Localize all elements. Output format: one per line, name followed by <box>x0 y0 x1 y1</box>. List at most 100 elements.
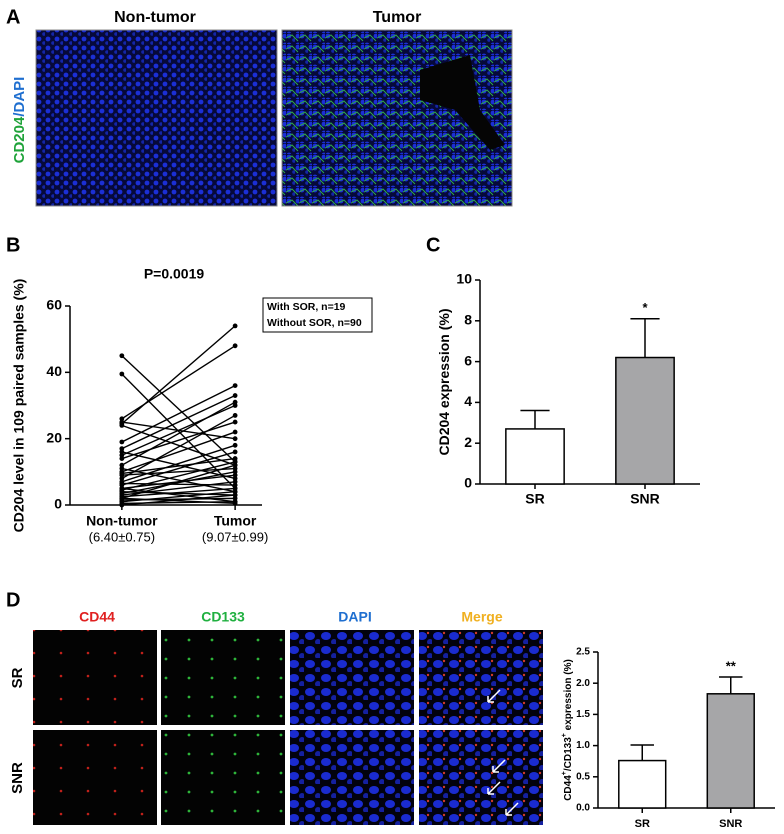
point <box>232 383 238 388</box>
y-label-part: + <box>561 771 568 775</box>
significance: * <box>642 300 648 315</box>
y-tick-label: 1.0 <box>576 740 590 751</box>
y-tick-label: 2 <box>464 434 472 450</box>
point <box>232 456 238 461</box>
bar <box>706 693 755 809</box>
point <box>232 343 238 349</box>
y-tick-label: 20 <box>46 429 62 445</box>
channel-title: CD44 <box>79 609 115 625</box>
pair-line <box>121 451 236 480</box>
point <box>232 495 238 501</box>
pair-line <box>121 431 236 473</box>
point <box>119 482 125 488</box>
y-tick-label: 2.5 <box>576 647 590 658</box>
pair-line <box>121 491 236 503</box>
channel-title: Merge <box>461 609 502 625</box>
y-tick-label: 10 <box>456 271 472 287</box>
point <box>232 469 238 475</box>
stain-part: CD204 <box>11 116 28 163</box>
column-title: Non-tumor <box>114 9 196 26</box>
point <box>119 439 125 445</box>
point <box>232 459 238 465</box>
pair-line <box>121 467 236 476</box>
pair-line <box>121 482 236 486</box>
y-tick-label: 0.0 <box>576 803 590 814</box>
point <box>232 486 238 491</box>
point <box>232 393 238 398</box>
y-label-part: CD204 expression (%) <box>436 308 452 455</box>
point <box>232 403 238 408</box>
point <box>232 479 238 485</box>
stain-part: /DAPI <box>11 77 28 117</box>
y-tick-label: 0 <box>54 496 62 512</box>
pair-line <box>121 394 236 450</box>
bar <box>618 759 667 809</box>
pair-line <box>121 384 236 443</box>
pair-line <box>121 414 236 480</box>
point <box>232 482 238 488</box>
y-tick-label: 8 <box>464 312 472 328</box>
point <box>232 472 238 478</box>
channel-title: CD133 <box>201 609 245 625</box>
point <box>119 486 125 491</box>
point <box>232 449 238 455</box>
point <box>119 466 125 471</box>
bar <box>615 356 675 485</box>
y-axis-label: CD44+/CD133+ expression (%) <box>561 659 573 801</box>
point <box>119 416 125 422</box>
chart-title: P=0.0019 <box>144 266 205 282</box>
category-note: (9.07±0.99) <box>202 529 268 544</box>
column-title: Tumor <box>373 9 422 26</box>
point <box>119 462 125 468</box>
pair-line <box>121 355 236 463</box>
pair-line <box>121 325 236 425</box>
panel-letter: C <box>426 234 440 256</box>
point <box>232 429 238 435</box>
y-label-part: CD44 <box>563 775 574 801</box>
point <box>119 353 125 359</box>
x-tick-label: SNR <box>719 818 742 829</box>
legend-box <box>262 297 373 333</box>
y-label-part: expression (%) <box>563 659 574 733</box>
point <box>232 399 238 405</box>
x-tick-label: Non-tumor <box>86 513 158 529</box>
y-tick-label: 60 <box>46 297 62 313</box>
row-label: SR <box>9 667 26 688</box>
stain-label: CD204/DAPI <box>11 77 28 164</box>
y-tick-label: 1.5 <box>576 709 590 720</box>
pair-line <box>121 461 236 491</box>
pair-line <box>121 404 236 456</box>
y-label-part: + <box>561 733 568 737</box>
point <box>119 423 125 428</box>
pair-line <box>121 487 236 498</box>
y-tick-label: 0.5 <box>576 771 590 782</box>
pair-line <box>121 457 236 475</box>
point <box>119 371 125 377</box>
x-tick-label: SNR <box>630 491 660 507</box>
panel-d-images <box>33 630 543 825</box>
point <box>119 476 125 481</box>
point <box>119 452 125 458</box>
y-label-part: /CD133 <box>563 737 574 771</box>
point <box>119 449 125 455</box>
panel-letter: D <box>6 589 20 611</box>
x-tick-label: SR <box>525 491 544 507</box>
x-tick-label: Tumor <box>214 513 257 529</box>
y-tick-label: 40 <box>46 363 62 379</box>
panel-letter: B <box>6 234 20 256</box>
point <box>232 436 238 442</box>
point <box>232 492 238 498</box>
y-axis-label: CD204 expression (%) <box>436 308 452 455</box>
point <box>232 466 238 471</box>
point <box>119 446 125 452</box>
point <box>119 472 125 478</box>
point <box>232 462 238 468</box>
pair-line <box>121 451 236 486</box>
point <box>232 413 238 418</box>
point <box>232 489 238 495</box>
point <box>119 495 125 501</box>
y-tick-label: 4 <box>464 393 472 409</box>
point <box>232 442 238 448</box>
panel-a-images <box>35 29 513 207</box>
pair-line <box>121 494 236 506</box>
